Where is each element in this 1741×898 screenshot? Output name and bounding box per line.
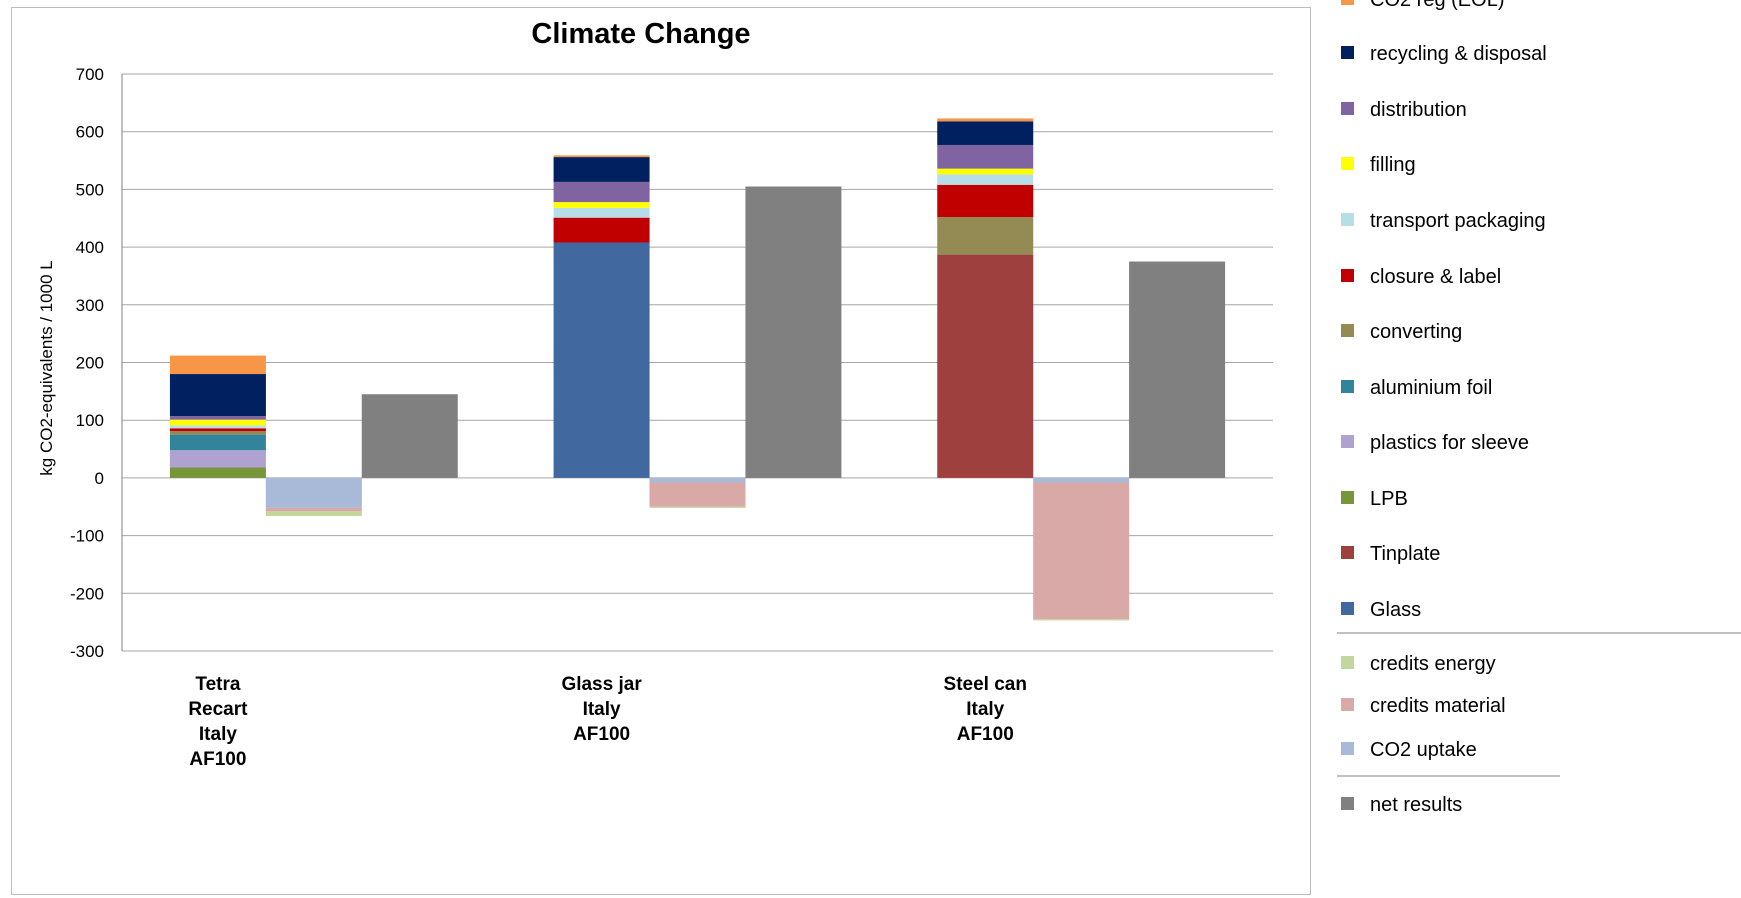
bar-segment-transport-packaging	[169, 425, 266, 429]
legend-swatch-transport-packaging	[1341, 213, 1354, 226]
y-tick-label: -100	[70, 527, 104, 546]
bar-segment-filling	[553, 202, 650, 208]
y-tick-label: 0	[95, 469, 104, 488]
legend-label-net-results: net results	[1370, 794, 1462, 816]
legend-swatch-closure-label	[1341, 269, 1354, 282]
bar-segment-closure-label	[937, 184, 1034, 218]
category-label: AF100	[957, 724, 1014, 745]
bar-net-results	[361, 394, 458, 478]
bar-segment-tinplate	[937, 254, 1034, 478]
legend-label-filling: filling	[1370, 154, 1416, 176]
category-label: AF100	[189, 749, 246, 770]
bar-net-results	[1129, 261, 1226, 478]
legend-label-transport-packaging: transport packaging	[1370, 210, 1546, 232]
bar-segment-credits-energy	[649, 506, 746, 508]
chart-frame	[11, 7, 1311, 895]
legend-label-co2-uptake: CO2 uptake	[1370, 739, 1477, 761]
legend-swatch-lpb	[1341, 491, 1354, 504]
legend-swatch-co2-uptake	[1341, 742, 1354, 755]
legend-swatch-distribution	[1341, 102, 1354, 115]
y-tick-label: 100	[76, 411, 104, 430]
bar-segment-distribution	[169, 416, 266, 420]
category-label: Steel can	[944, 674, 1027, 695]
y-tick-label: 700	[76, 65, 104, 84]
bar-segment-filling	[937, 168, 1034, 175]
legend-swatch-net-results	[1341, 797, 1354, 810]
bar-segment-co2-uptake	[1033, 477, 1130, 483]
bar-segment-closure-label	[169, 428, 266, 432]
text-layer: Climate Change kg CO2-equivalents / 1000…	[37, 18, 1027, 770]
y-tick-label: -200	[70, 584, 104, 603]
bar-segment-lpb	[169, 467, 266, 478]
legend-label-tinplate: Tinplate	[1370, 543, 1440, 565]
bar-segment-filling	[169, 419, 266, 426]
bar-segment-co2-uptake	[649, 477, 746, 483]
legend-label-glass: Glass	[1370, 599, 1421, 621]
category-label: Italy	[199, 724, 237, 745]
legend-label-aluminium-foil: aluminium foil	[1370, 377, 1492, 399]
legend-label-credits-energy: credits energy	[1370, 653, 1496, 675]
chart-title: Climate Change	[531, 18, 750, 50]
y-tick-label: 200	[76, 354, 104, 373]
category-label: Tetra	[195, 674, 240, 695]
bar-segment-credits-material	[265, 507, 362, 512]
legend-label-plastics-for-sleeve: plastics for sleeve	[1370, 432, 1529, 454]
legend-swatch-aluminium-foil	[1341, 380, 1354, 393]
bar-segment-converting	[169, 431, 266, 435]
y-axis-label: kg CO2-equivalents / 1000 L	[37, 260, 56, 475]
legend-swatch-tinplate	[1341, 546, 1354, 559]
bar-segment-credits-energy	[1033, 619, 1130, 621]
category-label: Glass jar	[561, 674, 642, 695]
legend-label-closure-label: closure & label	[1370, 266, 1501, 288]
legend-label-credits-material: credits material	[1370, 695, 1506, 717]
bar-segment-co2-reg-eol	[169, 355, 266, 375]
bar-segment-distribution	[553, 181, 650, 203]
bar-segment-distribution	[937, 144, 1034, 169]
bar-segment-closure-label	[553, 217, 650, 243]
legend-swatch-filling	[1341, 157, 1354, 170]
bar-segment-co2-uptake	[265, 477, 362, 508]
bar-segment-co2-reg-eol	[937, 118, 1034, 122]
legend-swatch-credits-material	[1341, 698, 1354, 711]
y-tick-label: 600	[76, 123, 104, 142]
bar-segment-glass	[553, 242, 650, 478]
bar-segment-plastics-for-sleeve	[169, 450, 266, 468]
legend-swatch-recycling-disposal	[1341, 46, 1354, 59]
legend: CO2 reg (EOL) recycling & disposal distrib…	[1337, 0, 1741, 816]
category-label: Italy	[583, 699, 621, 720]
bar-segment-transport-packaging	[937, 174, 1034, 185]
bar-segment-recycling-disposal	[553, 157, 650, 182]
bar-segment-recycling-disposal	[937, 121, 1034, 145]
legend-label-converting: converting	[1370, 321, 1462, 343]
legend-label-lpb: LPB	[1370, 488, 1408, 510]
bar-segment-credits-material	[649, 482, 746, 507]
legend-swatch-converting	[1341, 324, 1354, 337]
y-tick-label: 400	[76, 238, 104, 257]
y-tick-label: 500	[76, 180, 104, 199]
y-tick-label: 300	[76, 296, 104, 315]
bar-segment-credits-material	[1033, 482, 1130, 620]
legend-swatch-plastics-for-sleeve	[1341, 435, 1354, 448]
legend-label-recycling-disposal: recycling & disposal	[1370, 43, 1547, 65]
bar-segment-converting	[937, 217, 1034, 255]
category-label: AF100	[573, 724, 630, 745]
legend-label-distribution: distribution	[1370, 99, 1467, 121]
category-label: Italy	[966, 699, 1004, 720]
legend-label-co2-reg-eol: CO2 reg (EOL)	[1370, 0, 1504, 11]
bar-segment-recycling-disposal	[169, 374, 266, 417]
y-tick-label: -300	[70, 642, 104, 661]
legend-swatch-glass	[1341, 602, 1354, 615]
bar-segment-transport-packaging	[553, 207, 650, 218]
bar-segment-co2-reg-eol	[553, 155, 650, 158]
legend-swatch-co2-reg-eol	[1341, 0, 1354, 5]
legend-swatch-credits-energy	[1341, 656, 1354, 669]
bar-net-results	[745, 186, 842, 478]
bar-segment-credits-energy	[265, 511, 362, 516]
bar-layer	[169, 118, 1226, 621]
bar-segment-aluminium-foil	[169, 434, 266, 451]
category-label: Recart	[188, 699, 248, 720]
